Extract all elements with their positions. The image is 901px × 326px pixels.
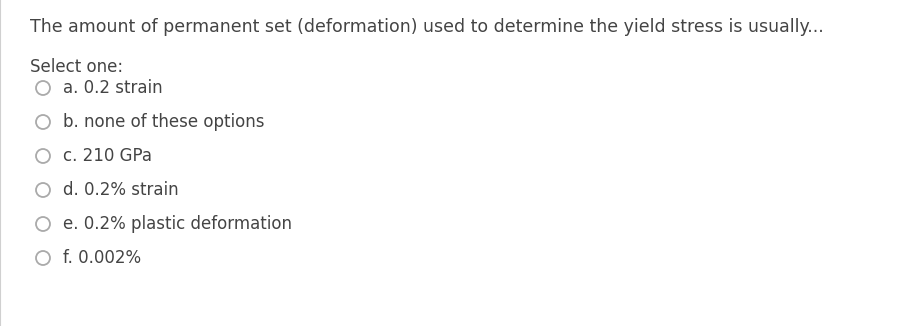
Text: f. 0.002%: f. 0.002% bbox=[63, 249, 141, 267]
Text: d. 0.2% strain: d. 0.2% strain bbox=[63, 181, 178, 199]
Text: The amount of permanent set (deformation) used to determine the yield stress is : The amount of permanent set (deformation… bbox=[30, 18, 824, 36]
Text: Select one:: Select one: bbox=[30, 58, 123, 76]
Text: a. 0.2 strain: a. 0.2 strain bbox=[63, 79, 162, 97]
Text: b. none of these options: b. none of these options bbox=[63, 113, 265, 131]
Text: c. 210 GPa: c. 210 GPa bbox=[63, 147, 152, 165]
Text: e. 0.2% plastic deformation: e. 0.2% plastic deformation bbox=[63, 215, 292, 233]
